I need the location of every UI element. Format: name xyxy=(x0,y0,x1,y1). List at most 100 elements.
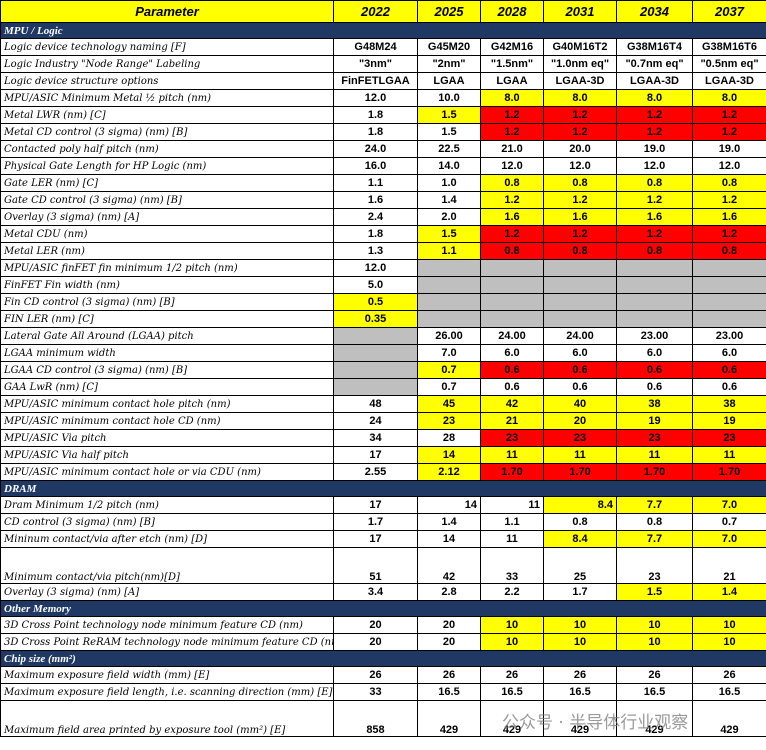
value-cell: 0.7 xyxy=(692,513,766,531)
value-cell: 38 xyxy=(616,395,693,413)
value-cell: 1.8 xyxy=(333,106,418,124)
value-cell: 26 xyxy=(480,666,544,684)
value-cell: 8.0 xyxy=(692,89,766,107)
value-cell: 17 xyxy=(333,530,418,548)
value-cell: 10 xyxy=(480,633,544,651)
value-cell: 23 xyxy=(417,412,481,430)
empty-cell xyxy=(333,378,418,396)
value-cell: 1.2 xyxy=(616,191,693,209)
row-label: Lateral Gate All Around (LGAA) pitch xyxy=(0,327,334,345)
value-cell: LGAA xyxy=(417,72,481,90)
value-cell: 11 xyxy=(480,446,544,464)
value-cell: 2.8 xyxy=(417,583,481,601)
section-title: Other Memory xyxy=(0,600,766,617)
value-cell: 48 xyxy=(333,395,418,413)
value-cell: 1.2 xyxy=(480,123,544,141)
value-cell: 20 xyxy=(333,616,418,634)
value-cell: 1.6 xyxy=(692,208,766,226)
header-cell: 2037 xyxy=(692,0,766,23)
value-cell: 25 xyxy=(543,547,617,584)
value-cell: 1.2 xyxy=(692,123,766,141)
value-cell: 1.6 xyxy=(543,208,617,226)
row-label: Mininum contact/via after etch (nm) [D] xyxy=(0,530,334,548)
value-cell: 23 xyxy=(543,429,617,447)
value-cell: 1.2 xyxy=(480,225,544,243)
data-row: GAA LwR (nm) [C] 0.7 0.6 0.6 0.6 0.6 xyxy=(0,378,766,396)
section-row: DRAM xyxy=(0,480,766,497)
value-cell: 10.0 xyxy=(417,89,481,107)
value-cell: 1.2 xyxy=(543,191,617,209)
header-cell: 2034 xyxy=(616,0,693,23)
empty-cell xyxy=(616,293,693,311)
value-cell: 0.6 xyxy=(692,378,766,396)
data-row: Logic device structure options FinFETLGAA… xyxy=(0,72,766,90)
value-cell: 12.0 xyxy=(480,157,544,175)
row-label: Gate CD control (3 sigma) (nm) [B] xyxy=(0,191,334,209)
row-label: Overlay (3 sigma) (nm) [A] xyxy=(0,208,334,226)
row-label: Contacted poly half pitch (nm) xyxy=(0,140,334,158)
row-label: LGAA CD control (3 sigma) (nm) [B] xyxy=(0,361,334,379)
value-cell: 0.8 xyxy=(616,242,693,260)
value-cell: 45 xyxy=(417,395,481,413)
value-cell: 23 xyxy=(480,429,544,447)
value-cell: 23 xyxy=(616,429,693,447)
value-cell: 12.0 xyxy=(333,89,418,107)
value-cell: 0.35 xyxy=(333,310,418,328)
value-cell: 16.5 xyxy=(692,683,766,701)
row-label: Fin CD control (3 sigma) (nm) [B] xyxy=(0,293,334,311)
row-label: MPU/ASIC minimum contact hole pitch (nm) xyxy=(0,395,334,413)
data-row: Fin CD control (3 sigma) (nm) [B] 0.5 xyxy=(0,293,766,311)
value-cell: 11 xyxy=(616,446,693,464)
value-cell: 16.5 xyxy=(417,683,481,701)
value-cell: 0.8 xyxy=(480,242,544,260)
value-cell: 1.0 xyxy=(417,174,481,192)
row-label: MPU/ASIC minimum contact hole or via CDU… xyxy=(0,463,334,481)
data-row: Maximum exposure field width (mm) [E] 26 2… xyxy=(0,666,766,684)
value-cell: 1.2 xyxy=(692,225,766,243)
data-row: 3D Cross Point technology node minimum f… xyxy=(0,616,766,634)
row-label: 3D Cross Point ReRAM technology node min… xyxy=(0,633,334,651)
value-cell: 1.1 xyxy=(480,513,544,531)
value-cell: 1.2 xyxy=(543,225,617,243)
value-cell: 1.2 xyxy=(616,106,693,124)
value-cell: 14 xyxy=(417,496,481,514)
value-cell: 20 xyxy=(417,616,481,634)
value-cell: 1.1 xyxy=(417,242,481,260)
row-label: MPU/ASIC minimum contact hole CD (nm) xyxy=(0,412,334,430)
value-cell: 429 xyxy=(543,700,617,737)
data-row: LGAA CD control (3 sigma) (nm) [B] 0.7 0.6… xyxy=(0,361,766,379)
value-cell: 1.2 xyxy=(543,123,617,141)
value-cell: 0.8 xyxy=(480,174,544,192)
value-cell: 2.2 xyxy=(480,583,544,601)
data-row: MPU/ASIC Via half pitch 17 14 11 11 11 11 xyxy=(0,446,766,464)
value-cell: 42 xyxy=(417,547,481,584)
value-cell: 33 xyxy=(333,683,418,701)
row-label: Metal CD control (3 sigma) (nm) [B] xyxy=(0,123,334,141)
value-cell: 0.8 xyxy=(543,513,617,531)
value-cell: 11 xyxy=(692,446,766,464)
value-cell: 2.0 xyxy=(417,208,481,226)
empty-cell xyxy=(692,310,766,328)
value-cell: G45M20 xyxy=(417,38,481,56)
value-cell: 34 xyxy=(333,429,418,447)
row-label: Metal CDU (nm) xyxy=(0,225,334,243)
data-row: Metal CD control (3 sigma) (nm) [B] 1.8 1.… xyxy=(0,123,766,141)
data-row: Overlay (3 sigma) (nm) [A] 2.4 2.0 1.6 1.6 1.… xyxy=(0,208,766,226)
value-cell: 1.3 xyxy=(333,242,418,260)
table-body: MPU / Logic Logic device technology namin… xyxy=(0,22,766,737)
row-label: Logic Industry "Node Range" Labeling xyxy=(0,55,334,73)
section-title: DRAM xyxy=(0,480,766,497)
empty-cell xyxy=(543,276,617,294)
empty-cell xyxy=(543,259,617,277)
value-cell: 51 xyxy=(333,547,418,584)
value-cell: 1.70 xyxy=(616,463,693,481)
value-cell: FinFETLGAA xyxy=(333,72,418,90)
value-cell: 10 xyxy=(480,616,544,634)
value-cell: "0.5nm eq" xyxy=(692,55,766,73)
header-cell: 2031 xyxy=(543,0,617,23)
value-cell: 28 xyxy=(417,429,481,447)
value-cell: 24.00 xyxy=(480,327,544,345)
value-cell: 0.6 xyxy=(692,361,766,379)
header-row: Parameter 2022 2025 2028 2031 2034 2037 xyxy=(0,0,766,23)
